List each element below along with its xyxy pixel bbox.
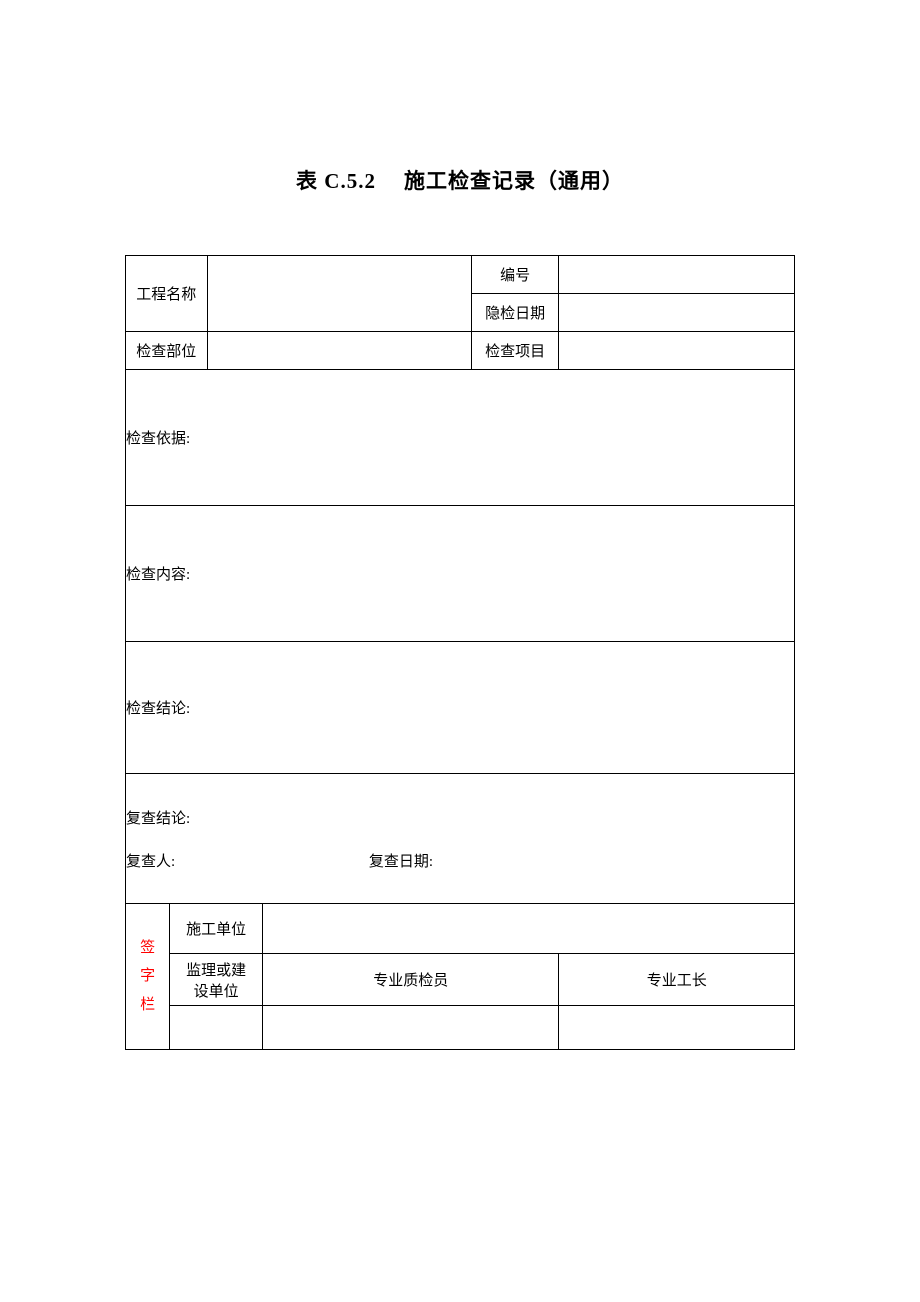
serial-number-value xyxy=(559,256,795,294)
project-name-label: 工程名称 xyxy=(126,256,208,332)
supervision-unit-label: 监理或建 设单位 xyxy=(170,954,263,1006)
check-basis-cell: 检查依据: xyxy=(126,370,795,506)
review-row: 复查结论: 复查人: 复查日期: xyxy=(126,774,795,904)
supervision-value xyxy=(170,1006,263,1050)
quality-inspector-label: 专业质检员 xyxy=(263,954,559,1006)
check-conclusion-cell: 检查结论: xyxy=(126,642,795,774)
check-basis-label: 检查依据: xyxy=(126,431,190,447)
sig-char-2: 字 xyxy=(126,962,169,991)
header-row-3: 检查部位 检查项目 xyxy=(126,332,795,370)
document-title: 表 C.5.2 施工检查记录（通用） xyxy=(125,165,795,195)
inspection-form-table: 工程名称 编号 隐检日期 检查部位 检查项目 检查依据: 检查内容: xyxy=(125,255,795,1050)
hidden-check-date-value xyxy=(559,294,795,332)
title-text: 施工检查记录（通用） xyxy=(404,169,624,193)
sig-char-1: 签 xyxy=(126,934,169,963)
project-name-value xyxy=(207,256,471,332)
page-container: 表 C.5.2 施工检查记录（通用） 工程名称 编号 隐检日期 检查部位 检查项目 xyxy=(0,0,920,1050)
quality-inspector-value xyxy=(263,1006,559,1050)
sig-char-3: 栏 xyxy=(126,991,169,1020)
check-content-row: 检查内容: xyxy=(126,506,795,642)
check-item-value xyxy=(559,332,795,370)
check-conclusion-row: 检查结论: xyxy=(126,642,795,774)
check-conclusion-label: 检查结论: xyxy=(126,701,190,717)
check-basis-row: 检查依据: xyxy=(126,370,795,506)
review-cell: 复查结论: 复查人: 复查日期: xyxy=(126,774,795,904)
signature-row-3 xyxy=(126,1006,795,1050)
construction-unit-value xyxy=(263,904,795,954)
construction-unit-label: 施工单位 xyxy=(170,904,263,954)
serial-number-label: 编号 xyxy=(471,256,559,294)
review-conclusion-label: 复查结论: xyxy=(126,807,794,828)
check-part-value xyxy=(207,332,471,370)
reviewer-label: 复查人: xyxy=(126,850,175,871)
supervision-label-line1: 监理或建 xyxy=(170,959,262,980)
supervision-label-line2: 设单位 xyxy=(170,980,262,1001)
title-code: 表 C.5.2 xyxy=(296,169,376,193)
signature-row-1: 签 字 栏 施工单位 xyxy=(126,904,795,954)
check-part-label: 检查部位 xyxy=(126,332,208,370)
signature-section-label: 签 字 栏 xyxy=(126,904,170,1050)
check-content-cell: 检查内容: xyxy=(126,506,795,642)
header-row-1: 工程名称 编号 xyxy=(126,256,795,294)
hidden-check-date-label: 隐检日期 xyxy=(471,294,559,332)
foreman-label: 专业工长 xyxy=(559,954,795,1006)
foreman-value xyxy=(559,1006,795,1050)
check-content-label: 检查内容: xyxy=(126,567,190,583)
check-item-label: 检查项目 xyxy=(471,332,559,370)
signature-row-2: 监理或建 设单位 专业质检员 专业工长 xyxy=(126,954,795,1006)
review-date-label: 复查日期: xyxy=(369,850,433,871)
review-inline-row: 复查人: 复查日期: xyxy=(126,850,794,871)
